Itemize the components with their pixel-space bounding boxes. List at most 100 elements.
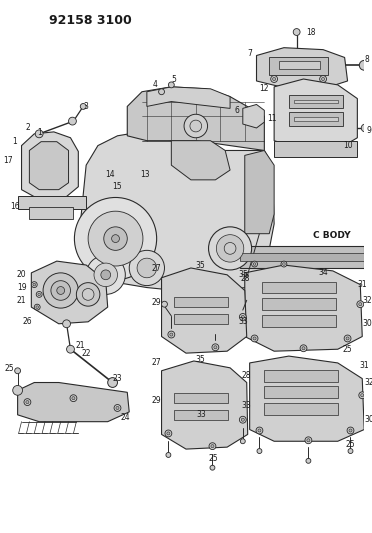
Circle shape [13,385,23,395]
Circle shape [67,345,74,353]
Text: 25: 25 [343,345,352,354]
Text: 35: 35 [238,270,248,279]
Text: 23: 23 [113,374,122,383]
Bar [264,386,338,398]
Circle shape [15,368,20,374]
Text: 20: 20 [17,270,26,279]
Bar [17,196,86,209]
Circle shape [55,164,62,171]
Circle shape [346,337,349,340]
Circle shape [212,344,219,351]
Polygon shape [257,47,347,89]
Circle shape [251,261,257,267]
Polygon shape [22,132,78,199]
Bar [174,410,228,419]
Bar [262,315,336,327]
Circle shape [161,301,167,307]
Circle shape [307,439,310,442]
Circle shape [217,235,244,262]
Text: 21: 21 [76,341,85,350]
Circle shape [108,377,118,387]
Polygon shape [245,150,274,233]
Bar [174,297,228,307]
Circle shape [38,164,45,171]
Bar [174,314,228,324]
Text: 29: 29 [152,298,161,306]
Circle shape [51,281,70,300]
Polygon shape [17,383,129,422]
Text: 19: 19 [17,283,26,292]
Polygon shape [245,265,362,351]
Bar [264,370,338,382]
Circle shape [359,60,369,70]
Text: 9: 9 [367,126,372,135]
Circle shape [31,281,37,287]
Circle shape [94,263,118,287]
Circle shape [344,335,351,342]
Bar [294,117,338,121]
Text: 1: 1 [12,137,17,146]
Text: 34: 34 [318,268,328,277]
Bar [289,95,343,108]
Circle shape [214,346,217,349]
Circle shape [101,270,110,280]
Text: 32: 32 [364,378,372,387]
Circle shape [357,301,364,308]
Text: 29: 29 [152,395,161,405]
Text: 33: 33 [197,410,206,419]
Text: 8: 8 [365,55,369,64]
Circle shape [57,166,60,168]
Circle shape [349,429,352,432]
Polygon shape [127,87,264,150]
Circle shape [209,443,216,449]
Bar [29,207,73,219]
Circle shape [35,130,43,138]
Bar [279,61,320,69]
Bar [262,298,336,310]
Circle shape [239,416,246,423]
Text: 26: 26 [23,317,32,326]
Text: 14: 14 [105,171,115,180]
Text: 17: 17 [3,156,13,165]
Text: 32: 32 [362,296,372,305]
Circle shape [169,82,174,88]
Text: 2: 2 [25,124,30,133]
Circle shape [116,407,119,409]
Circle shape [361,394,364,397]
Circle shape [273,77,276,80]
Text: 6: 6 [234,106,239,115]
Text: C BODY: C BODY [313,231,351,240]
Circle shape [158,89,164,95]
Bar [262,281,336,294]
Text: 5: 5 [172,75,177,84]
Text: 25: 25 [209,454,218,463]
Text: 28: 28 [240,274,250,283]
Circle shape [112,235,119,243]
Bar [269,58,328,75]
Text: 16: 16 [10,202,19,211]
Circle shape [165,430,172,437]
Circle shape [82,288,94,300]
Circle shape [256,427,263,434]
Circle shape [253,263,256,265]
Circle shape [38,293,41,296]
Circle shape [39,166,43,168]
Circle shape [361,124,369,132]
Circle shape [209,227,251,270]
Circle shape [184,114,208,138]
Circle shape [76,282,100,306]
Circle shape [241,316,244,318]
Circle shape [302,346,305,350]
Text: 3: 3 [84,102,89,111]
Bar [264,403,338,415]
Circle shape [70,395,77,401]
Circle shape [167,432,170,435]
Circle shape [36,292,42,297]
Bar [289,112,343,126]
Text: 30: 30 [364,415,372,424]
Text: 25: 25 [5,365,15,373]
Circle shape [104,227,127,251]
Circle shape [137,258,157,278]
Circle shape [253,337,256,340]
Bar [240,246,364,268]
